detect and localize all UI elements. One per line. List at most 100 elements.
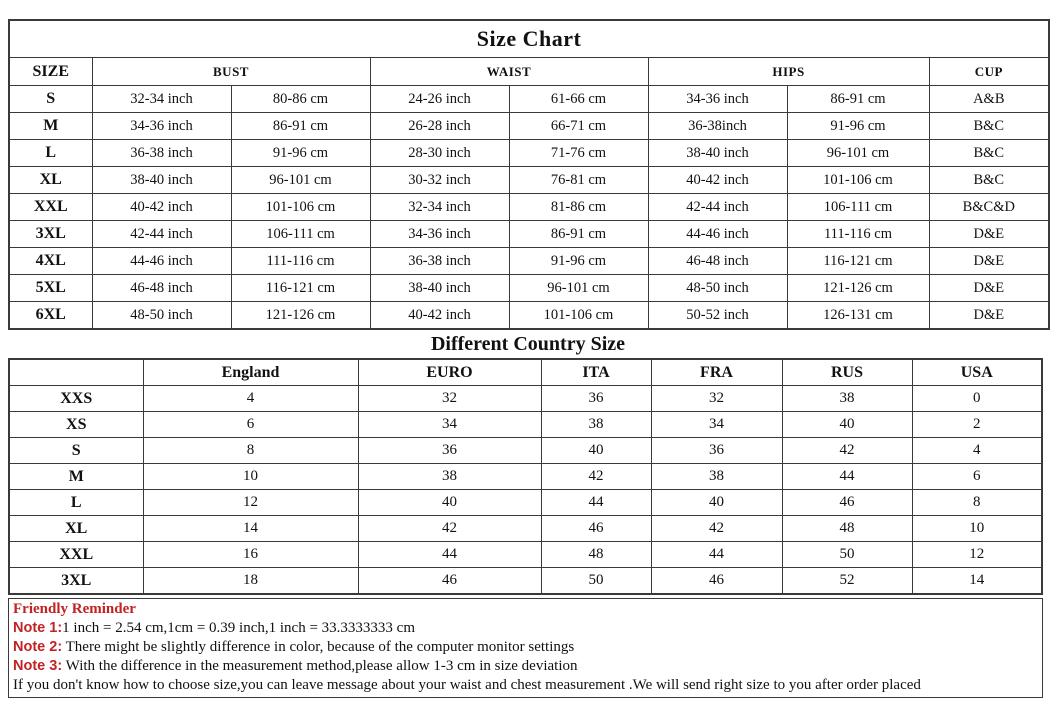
table-cell: 111-116 cm [786,220,930,248]
country-size-table: England EURO ITA FRA RUS USA XXS 4 32 36 32 3… [8,358,1043,595]
table-cell: 44-46 inch [91,247,232,275]
page-title: Size Chart [8,19,1050,58]
table-cell: 61-66 cm [508,85,649,113]
table-cell: 6 [142,411,359,438]
table-cell: D&E [928,274,1050,302]
table-cell: 34 [650,411,783,438]
table-cell: 18 [142,567,359,595]
table-cell: 101-106 cm [508,301,649,330]
table-row: M 10 38 42 38 44 6 [8,463,1043,490]
note-line: Note 2: There might be slightly differen… [13,638,1038,657]
table-cell: D&E [928,247,1050,275]
table-cell: 34-36 inch [91,112,232,140]
row-label: XXL [8,193,93,221]
table-cell: 44-46 inch [647,220,788,248]
table-cell: 106-111 cm [786,193,930,221]
table-cell: 106-111 cm [230,220,371,248]
table-cell: 111-116 cm [230,247,371,275]
column-header-ita: ITA [540,358,652,386]
table-cell: 30-32 inch [369,166,510,194]
size-chart-header-row: SIZE BUST WAIST HIPS CUP [8,57,1050,86]
table-row: L 36-38 inch 91-96 cm 28-30 inch 71-76 cm 38-… [8,139,1050,167]
row-label: XXS [8,385,144,412]
row-label: XXL [8,541,144,568]
table-cell: B&C [928,166,1050,194]
table-cell: 36 [357,437,542,464]
column-header-hips: HIPS [647,57,930,86]
table-cell: 4 [142,385,359,412]
size-chart-title-row: Size Chart [8,19,1050,58]
table-cell: 32 [357,385,542,412]
column-header-rus: RUS [781,358,913,386]
table-cell: 42-44 inch [647,193,788,221]
row-label: 3XL [8,220,93,248]
row-label: XS [8,411,144,438]
table-cell: 96-101 cm [508,274,649,302]
table-cell: 101-106 cm [230,193,371,221]
table-cell: A&B [928,85,1050,113]
table-row: M 34-36 inch 86-91 cm 26-28 inch 66-71 cm 36-… [8,112,1050,140]
table-row: 3XL 42-44 inch 106-111 cm 34-36 inch 86-91 c… [8,220,1050,248]
table-cell: 46-48 inch [91,274,232,302]
row-label: XL [8,166,93,194]
table-cell: 46-48 inch [647,247,788,275]
table-cell: 76-81 cm [508,166,649,194]
country-size-title: Different Country Size [430,333,626,355]
table-cell: 14 [142,515,359,542]
table-row: 3XL 18 46 50 46 52 14 [8,567,1043,595]
column-header-england: England [142,358,359,386]
table-cell: 40-42 inch [647,166,788,194]
notes-box: Friendly Reminder Note 1:1 inch = 2.54 c… [8,598,1043,698]
note-line: Note 3: With the difference in the measu… [13,657,1038,676]
table-cell: 116-121 cm [230,274,371,302]
table-cell: 46 [357,567,542,595]
note-2-text: There might be slightly difference in co… [62,639,575,655]
note-3-label: Note 3: [13,658,63,674]
table-cell: B&C [928,112,1050,140]
size-chart-table: Size Chart SIZE BUST WAIST HIPS CUP S 32-… [8,19,1051,330]
table-cell: 91-96 cm [786,112,930,140]
column-header-waist: WAIST [369,57,649,86]
table-cell: 101-106 cm [786,166,930,194]
column-header-usa: USA [911,358,1043,386]
row-label: S [8,85,93,113]
table-cell: 48 [540,541,652,568]
note-2-label: Note 2: [13,639,63,655]
table-cell: 121-126 cm [230,301,371,330]
table-row: 6XL 48-50 inch 121-126 cm 40-42 inch 101-106… [8,301,1050,330]
table-cell: 44 [650,541,783,568]
table-cell: 42-44 inch [91,220,232,248]
table-cell: 46 [650,567,783,595]
table-cell: 91-96 cm [230,139,371,167]
row-label: S [8,437,144,464]
table-cell: 38 [357,463,542,490]
note-1-label: Note 1: [13,620,63,636]
table-cell: 6 [911,463,1043,490]
table-row: XL 14 42 46 42 48 10 [8,515,1043,542]
table-row: S 8 36 40 36 42 4 [8,437,1043,464]
table-cell: 86-91 cm [508,220,649,248]
table-cell: 38 [650,463,783,490]
table-row: XL 38-40 inch 96-101 cm 30-32 inch 76-81 cm 4… [8,166,1050,194]
table-cell: 42 [357,515,542,542]
table-cell: 46 [781,489,913,516]
table-cell: 38-40 inch [91,166,232,194]
table-cell: 40 [650,489,783,516]
table-cell: 12 [142,489,359,516]
table-cell: 28-30 inch [369,139,510,167]
column-header-blank [8,358,144,386]
table-cell: 34-36 inch [647,85,788,113]
table-cell: 48 [781,515,913,542]
table-cell: 50 [781,541,913,568]
column-header-euro: EURO [357,358,542,386]
table-cell: 36-38inch [647,112,788,140]
row-label: XL [8,515,144,542]
table-cell: 36 [540,385,652,412]
table-cell: 36 [650,437,783,464]
table-cell: 96-101 cm [786,139,930,167]
table-cell: 38 [540,411,652,438]
table-row: 5XL 46-48 inch 116-121 cm 38-40 inch 96-101 … [8,274,1050,302]
table-cell: 36-38 inch [369,247,510,275]
table-cell: 34 [357,411,542,438]
